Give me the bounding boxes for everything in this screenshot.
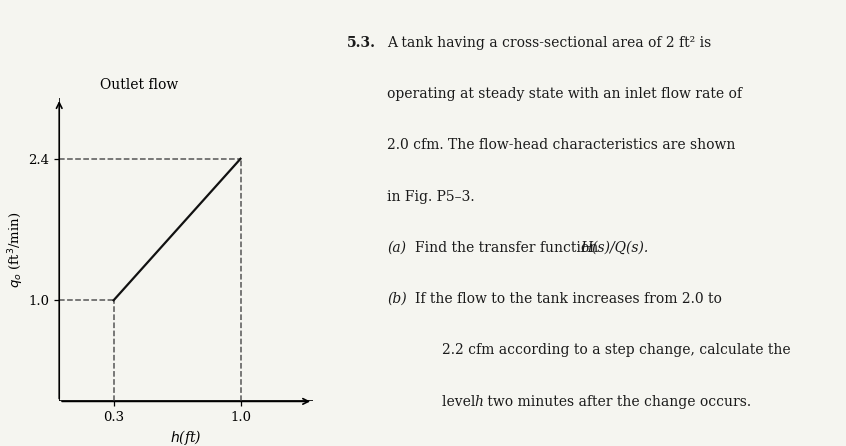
Text: level: level <box>442 395 481 409</box>
Text: in Fig. P5–3.: in Fig. P5–3. <box>387 190 475 203</box>
Text: Find the transfer function: Find the transfer function <box>415 241 602 255</box>
Y-axis label: $q_o$ (ft$^3$/min): $q_o$ (ft$^3$/min) <box>6 211 25 288</box>
Text: 5.3.: 5.3. <box>347 36 376 50</box>
Text: A tank having a cross-sectional area of 2 ft² is: A tank having a cross-sectional area of … <box>387 36 711 50</box>
Text: two minutes after the change occurs.: two minutes after the change occurs. <box>483 395 751 409</box>
Text: 2.2 cfm according to a step change, calculate the: 2.2 cfm according to a step change, calc… <box>442 343 791 357</box>
Text: operating at steady state with an inlet flow rate of: operating at steady state with an inlet … <box>387 87 743 101</box>
X-axis label: $h$(ft): $h$(ft) <box>170 428 202 446</box>
Text: (b): (b) <box>387 292 407 306</box>
Text: (a): (a) <box>387 241 406 255</box>
Text: Outlet flow: Outlet flow <box>100 78 178 92</box>
Text: If the flow to the tank increases from 2.0 to: If the flow to the tank increases from 2… <box>415 292 722 306</box>
Text: 2.0 cfm. The flow-head characteristics are shown: 2.0 cfm. The flow-head characteristics a… <box>387 138 736 152</box>
Text: h: h <box>475 395 483 409</box>
Text: H(s)/Q(s).: H(s)/Q(s). <box>580 241 649 255</box>
